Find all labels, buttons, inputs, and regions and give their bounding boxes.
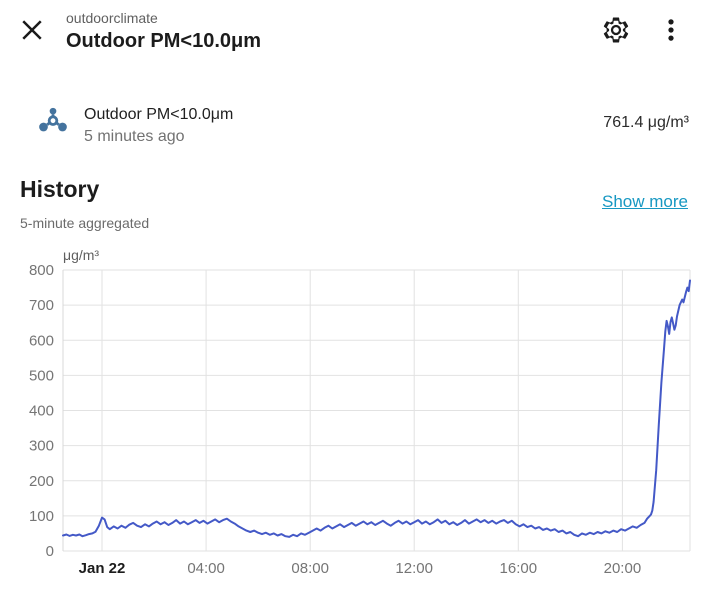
close-icon <box>22 20 42 40</box>
svg-text:400: 400 <box>29 403 54 420</box>
history-aggregation-label: 5-minute aggregated <box>20 215 150 231</box>
svg-text:20:00: 20:00 <box>604 560 642 577</box>
show-more-link[interactable]: Show more <box>602 192 688 211</box>
settings-button[interactable] <box>601 15 631 45</box>
svg-text:16:00: 16:00 <box>500 560 538 577</box>
svg-text:200: 200 <box>29 473 54 490</box>
svg-text:12:00: 12:00 <box>395 560 433 577</box>
overflow-menu-button[interactable] <box>656 15 686 45</box>
molecule-icon <box>33 103 73 143</box>
sensor-name: Outdoor PM<10.0μm <box>84 106 234 123</box>
history-chart: μg/m³ 0 100 200 300 400 500 600 700 800 Jan 22 04:0… <box>29 247 691 577</box>
gear-icon <box>603 17 629 43</box>
svg-text:500: 500 <box>29 367 54 384</box>
svg-text:0: 0 <box>46 543 54 560</box>
svg-text:04:00: 04:00 <box>187 560 225 577</box>
svg-text:600: 600 <box>29 332 54 349</box>
dialog-title: Outdoor PM<10.0μm <box>66 30 262 52</box>
history-section-title: History <box>20 176 100 202</box>
svg-text:700: 700 <box>29 297 54 314</box>
kebab-menu-icon <box>668 19 674 41</box>
close-button[interactable] <box>17 15 47 45</box>
svg-text:100: 100 <box>29 508 54 525</box>
svg-text:800: 800 <box>29 262 54 279</box>
sensor-last-changed: 5 minutes ago <box>84 128 185 145</box>
sensor-value: 761.4 μg/m³ <box>603 114 689 131</box>
svg-text:μg/m³: μg/m³ <box>63 247 99 263</box>
svg-text:Jan 22: Jan 22 <box>79 560 126 577</box>
svg-text:08:00: 08:00 <box>291 560 329 577</box>
device-name: outdoorclimate <box>66 10 158 26</box>
svg-text:300: 300 <box>29 438 54 455</box>
